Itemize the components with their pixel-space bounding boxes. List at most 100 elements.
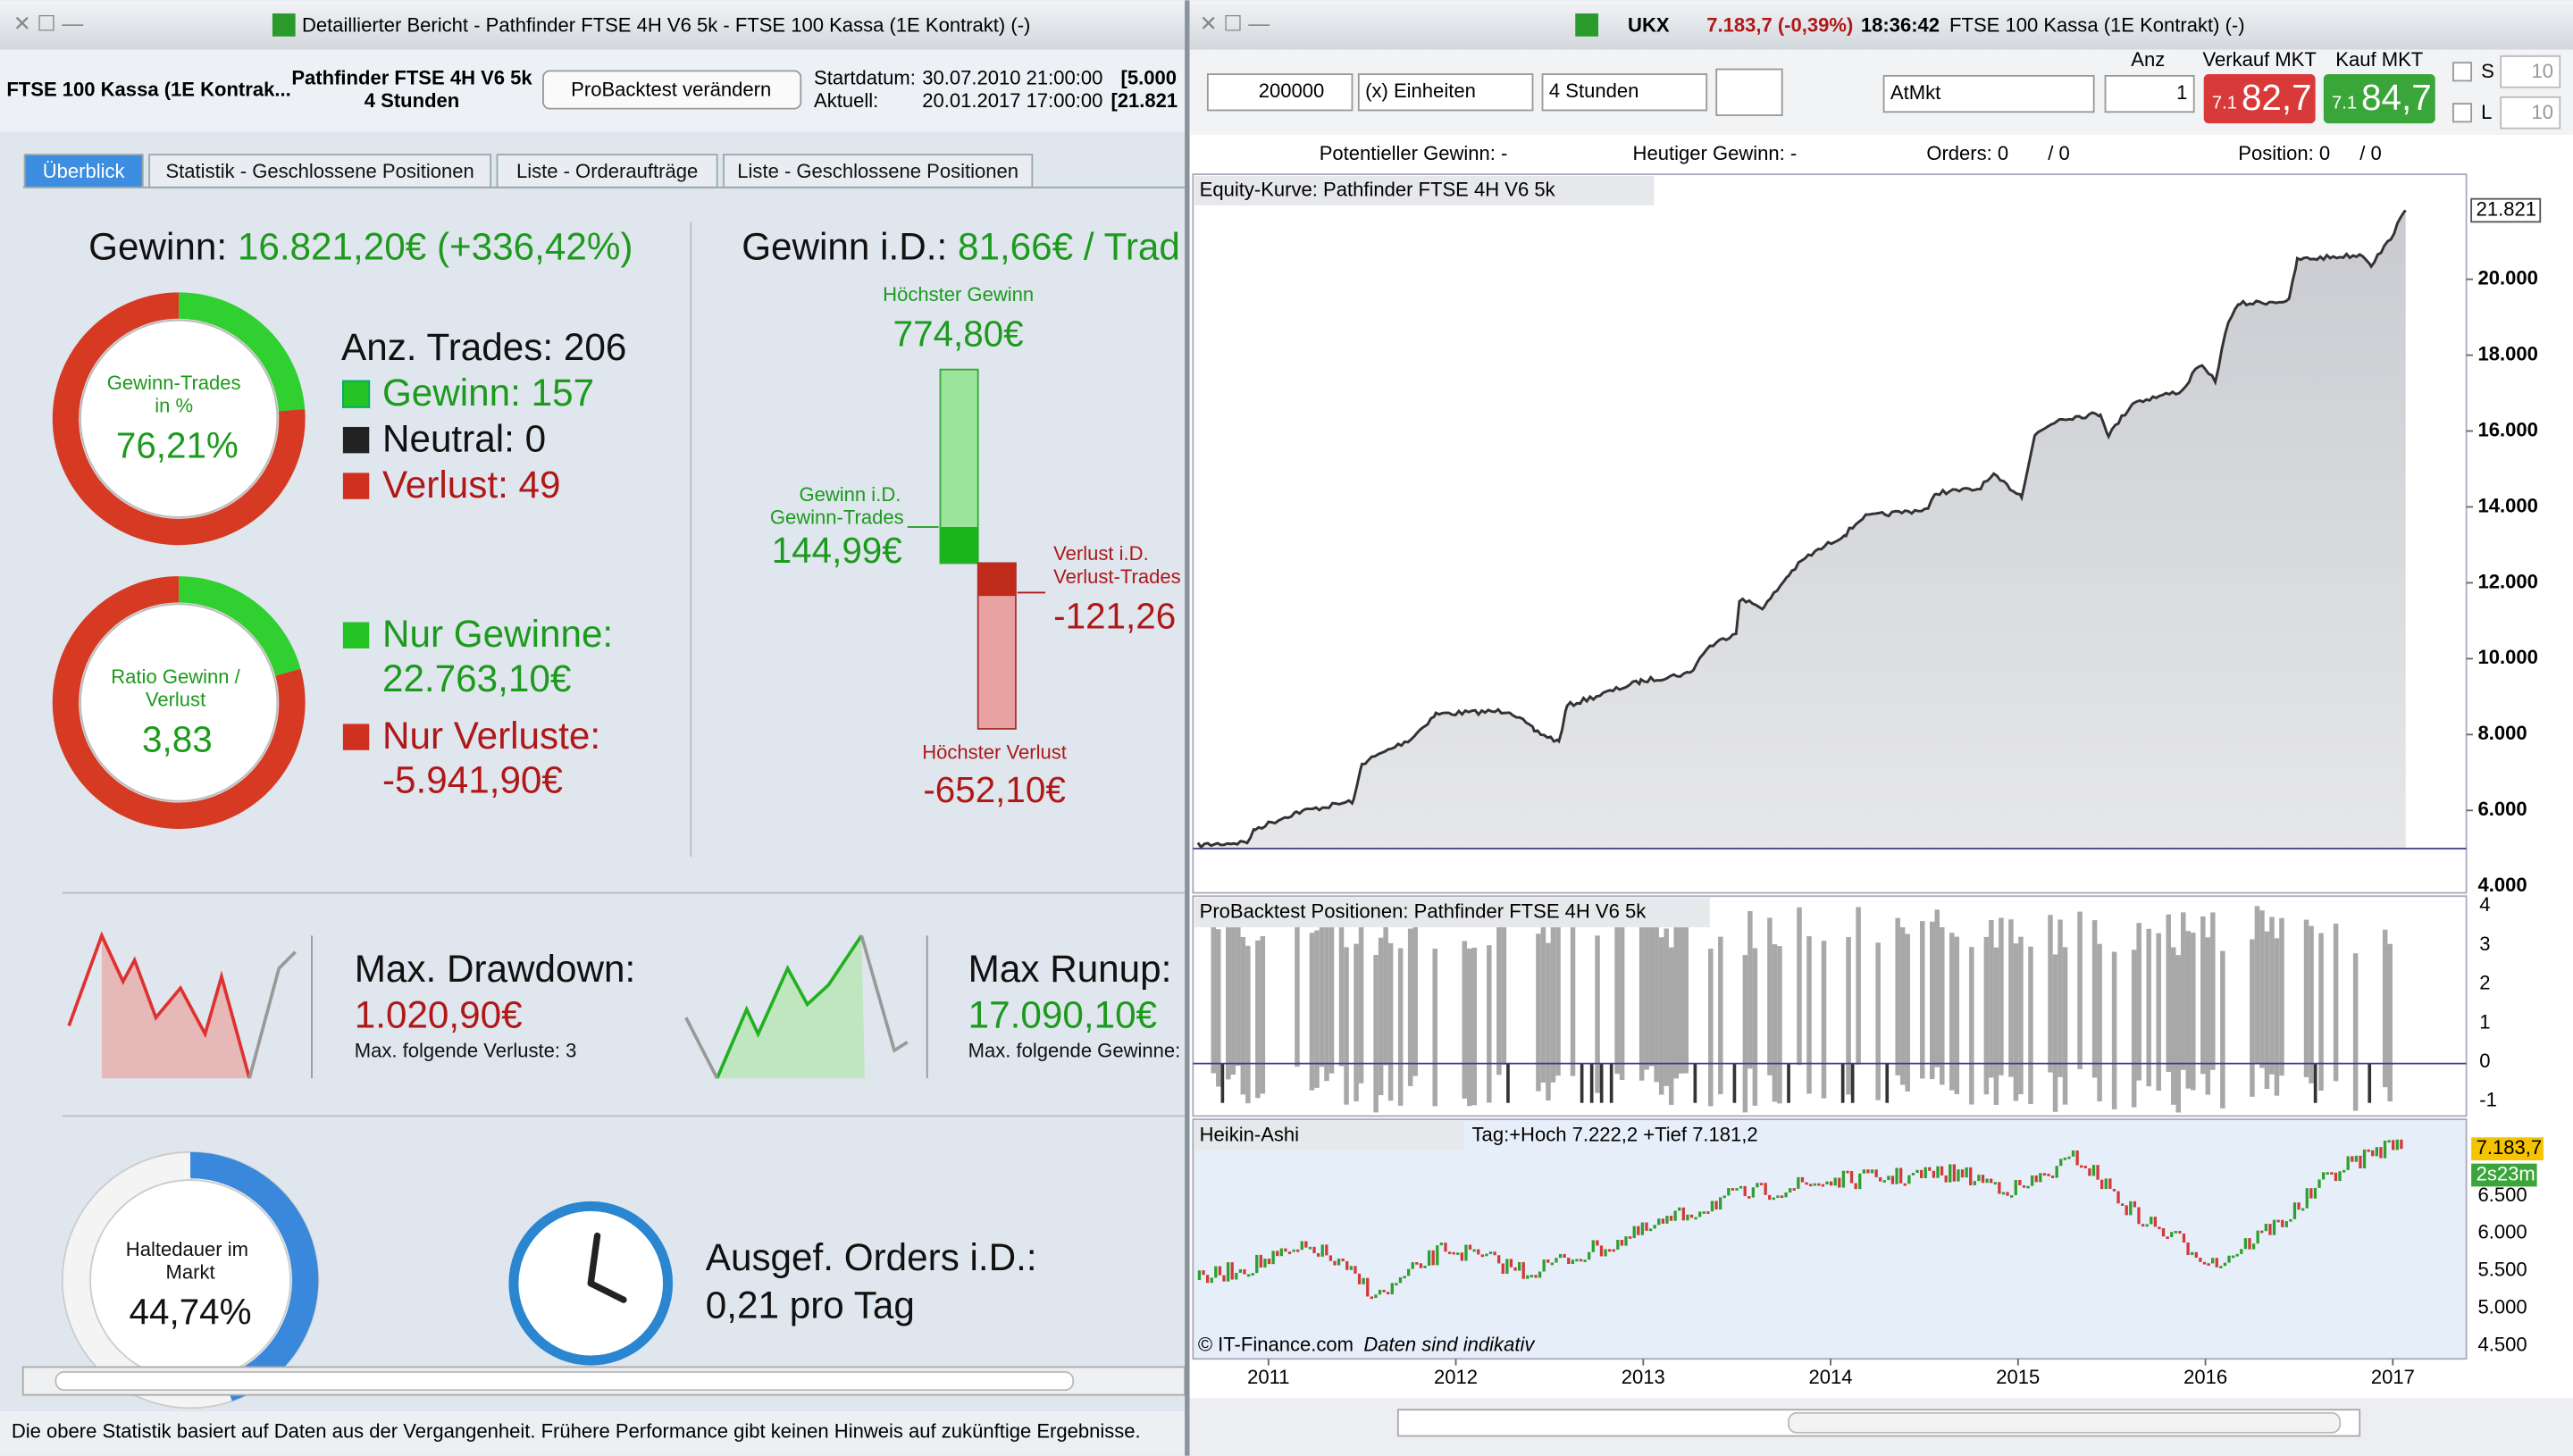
tab-label[interactable]: Überblick: [43, 160, 126, 182]
order-type-select[interactable]: [1882, 74, 2095, 113]
quantity-input[interactable]: [1206, 73, 1354, 112]
candle: [1575, 1259, 1579, 1262]
s-input[interactable]: [2500, 54, 2561, 88]
candle: [2297, 1202, 2301, 1210]
position-bar: [1895, 917, 1900, 1075]
candle: [1382, 1289, 1386, 1293]
l-value[interactable]: 10: [2531, 101, 2553, 123]
tab-label[interactable]: Liste - Orderaufträge: [516, 160, 698, 182]
buy-button[interactable]: [2323, 74, 2435, 124]
units-select[interactable]: [1357, 73, 1534, 112]
position-bar: [1934, 909, 1940, 1067]
candle: [1206, 1275, 1210, 1284]
position-bar: [1550, 925, 1556, 1083]
candle: [1403, 1276, 1406, 1279]
position-bar: [1850, 1063, 1855, 1103]
l-input[interactable]: [2500, 96, 2561, 130]
ratio-donut: [52, 576, 306, 829]
position-bar: [1467, 948, 1472, 1107]
runup-label: Max Runup:: [968, 948, 1172, 990]
candle: [1940, 1166, 1944, 1176]
quantity[interactable]: 200000: [1259, 79, 1325, 102]
ratio-value: 3,83: [142, 718, 213, 759]
candle: [1431, 1250, 1435, 1266]
candle: [1714, 1201, 1718, 1210]
candle: [2387, 1140, 2391, 1143]
s-checkbox[interactable]: [2452, 62, 2473, 82]
heikin-price: 7.183,7: [2477, 1136, 2543, 1159]
tab[interactable]: [723, 154, 1034, 188]
countdown-box: [2471, 1163, 2537, 1187]
candle: [1915, 1169, 1919, 1174]
sell-price[interactable]: 82,7: [2242, 77, 2312, 118]
position-bar: [1397, 948, 1404, 1106]
l-checkbox[interactable]: [2452, 103, 2473, 123]
chart-type-button[interactable]: [1715, 68, 1783, 116]
buy-prefix[interactable]: 7.1: [2332, 93, 2357, 113]
gain-value: 22.763,10€: [382, 657, 571, 699]
candle: [2301, 1208, 2305, 1211]
position-bar: [1999, 917, 2004, 1075]
sell-prefix[interactable]: 7.1: [2212, 93, 2237, 113]
equity-title: Equity-Kurve: Pathfinder FTSE 4H V6 5k: [1200, 178, 1556, 200]
candle: [1813, 1183, 1816, 1186]
tab[interactable]: [148, 154, 492, 188]
tab[interactable]: [23, 154, 144, 188]
candle: [2375, 1147, 2378, 1157]
candle: [2251, 1243, 2256, 1250]
period-select[interactable]: [1541, 73, 1708, 112]
tab-label[interactable]: Liste - Geschlossene Positionen: [737, 160, 1018, 182]
candle: [1973, 1181, 1976, 1185]
period[interactable]: 4 Stunden: [1549, 79, 1639, 102]
chart-scroll-thumb[interactable]: [1788, 1411, 2342, 1434]
candle: [1345, 1260, 1349, 1270]
s-value[interactable]: 10: [2531, 60, 2553, 82]
position-bar: [1619, 922, 1625, 1080]
candle: [1517, 1261, 1521, 1271]
candle: [1809, 1184, 1813, 1187]
units[interactable]: (x) Einheiten: [1365, 79, 1476, 102]
candle: [1538, 1271, 1542, 1278]
position-bar: [1240, 936, 1246, 1095]
y-tick-label: 1: [2479, 1010, 2490, 1033]
candle: [1238, 1268, 1243, 1273]
candle: [2371, 1150, 2375, 1157]
anz[interactable]: 1: [2176, 81, 2187, 104]
modify-button[interactable]: [542, 70, 802, 110]
close-button[interactable]: ✕ ☐ —: [13, 12, 84, 36]
candle: [1464, 1244, 1468, 1261]
y-tick-label: 10.000: [2477, 646, 2537, 668]
position-bar: [1226, 922, 1231, 1080]
tab-label[interactable]: Statistik - Geschlossene Positionen: [165, 160, 474, 182]
buy-price[interactable]: 84,7: [2361, 77, 2432, 118]
candle: [2289, 1218, 2292, 1222]
candle: [1821, 1184, 1825, 1187]
order-type[interactable]: AtMkt: [1890, 81, 1940, 104]
position-bar: [1373, 955, 1379, 1113]
position-bar: [1639, 923, 1645, 1081]
candle: [1887, 1176, 1890, 1181]
y-tick-label: 4: [2479, 893, 2490, 916]
modify-button-label[interactable]: ProBacktest verändern: [571, 78, 771, 100]
anz-input[interactable]: [2104, 74, 2195, 113]
candle: [2125, 1205, 2128, 1216]
candle: [2112, 1188, 2116, 1192]
scroll-thumb[interactable]: [54, 1371, 1075, 1392]
candle: [1235, 1272, 1238, 1280]
position-bar: [1260, 936, 1266, 1094]
tab-bar: Überblick Statistik - Geschlossene Positi…: [23, 154, 1034, 188]
runup-area: [717, 935, 865, 1079]
position-bar: [1536, 933, 1541, 1092]
position-bar: [2146, 928, 2151, 1087]
worst-value: -652,10€: [923, 769, 1065, 810]
y-tick-label: 3: [2479, 933, 2490, 955]
close-button[interactable]: ✕ ☐ —: [1200, 12, 1270, 36]
countdown: 2s23m: [2477, 1162, 2535, 1184]
candle: [2359, 1155, 2362, 1169]
ring-segment: [52, 576, 306, 829]
y-tick-label: 20.000: [2477, 266, 2537, 289]
candle: [1255, 1254, 1259, 1274]
sell-button[interactable]: [2203, 74, 2316, 124]
position-bar: [1220, 1063, 1225, 1103]
candle: [1604, 1249, 1607, 1257]
